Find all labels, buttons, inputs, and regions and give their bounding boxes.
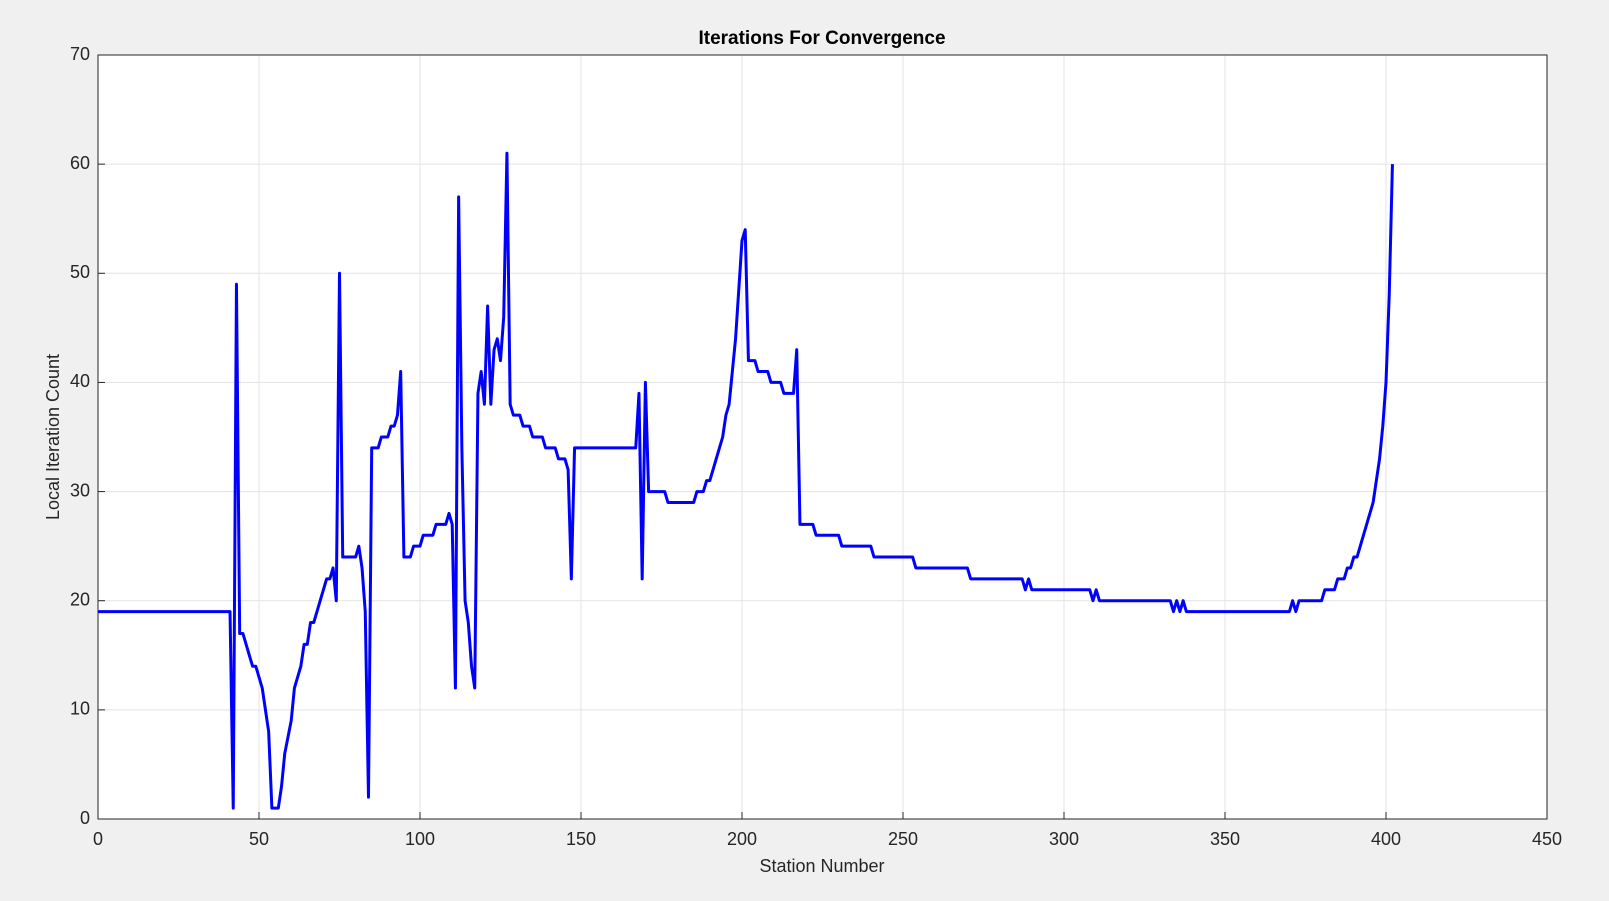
x-axis-label: Station Number (759, 856, 884, 876)
x-tick-label: 200 (727, 829, 757, 849)
y-tick-label: 10 (70, 699, 90, 719)
chart-title: Iterations For Convergence (698, 28, 945, 49)
x-tick-label: 450 (1532, 829, 1562, 849)
y-tick-label: 70 (70, 44, 90, 64)
x-tick-label: 50 (249, 829, 269, 849)
y-axis-label: Local Iteration Count (43, 354, 63, 520)
x-tick-label: 400 (1371, 829, 1401, 849)
x-tick-label: 300 (1049, 829, 1079, 849)
y-tick-label: 40 (70, 371, 90, 391)
y-tick-label: 50 (70, 262, 90, 282)
data-line (98, 151, 1394, 810)
x-tick-label: 250 (888, 829, 918, 849)
x-tick-label: 350 (1210, 829, 1240, 849)
x-tick-label: 150 (566, 829, 596, 849)
x-tick-label: 0 (93, 829, 103, 849)
y-tick-label: 20 (70, 589, 90, 609)
plot-area (98, 55, 1547, 819)
x-tick-label: 100 (405, 829, 435, 849)
y-tick-label: 0 (80, 808, 90, 828)
y-tick-label: 30 (70, 480, 90, 500)
y-tick-label: 60 (70, 153, 90, 173)
axes-box (97, 54, 1548, 820)
